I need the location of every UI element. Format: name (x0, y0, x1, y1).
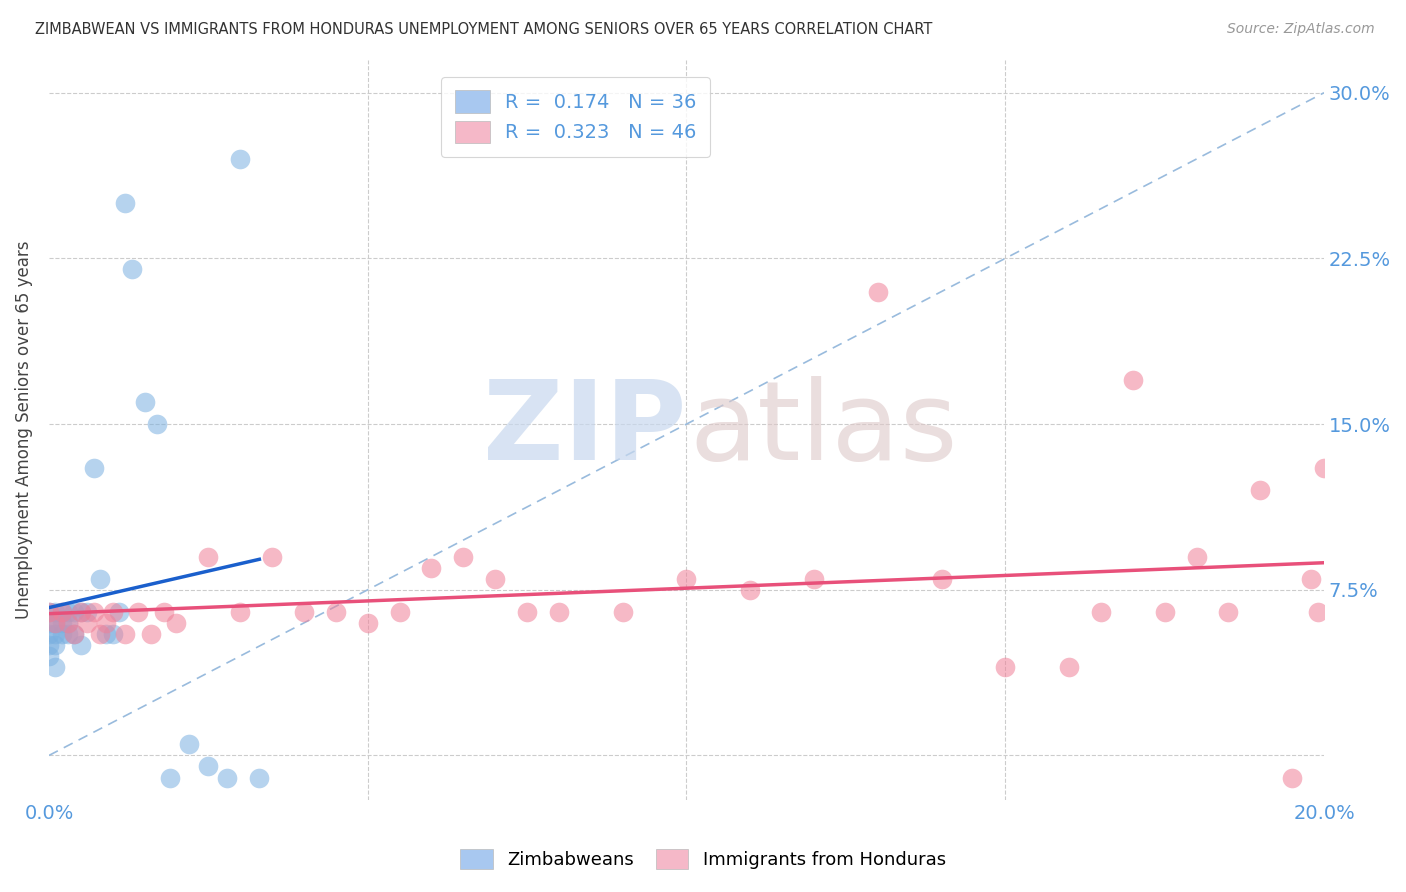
Point (866, 285, 889, 299)
Point (1057, 660, 1080, 674)
Point (803, 572, 825, 586)
Point (159, 771, 181, 785)
Point (51, 605, 73, 619)
Point (388, 605, 411, 619)
Point (1306, 605, 1329, 619)
Point (516, 605, 538, 619)
Point (38, 615, 60, 630)
Point (101, 627, 124, 641)
Point (56, 627, 79, 641)
Point (217, 771, 239, 785)
Point (121, 262, 143, 277)
Text: ZIMBABWEAN VS IMMIGRANTS FROM HONDURAS UNEMPLOYMENT AMONG SENIORS OVER 65 YEARS : ZIMBABWEAN VS IMMIGRANTS FROM HONDURAS U… (35, 22, 932, 37)
Point (96, 627, 118, 641)
Point (76, 605, 98, 619)
Point (44, 615, 66, 630)
Point (134, 395, 156, 409)
Point (51, 627, 73, 641)
Point (247, 771, 270, 785)
Point (83, 605, 105, 619)
Point (83, 461, 105, 475)
Point (70, 638, 93, 652)
Point (89, 627, 111, 641)
Point (357, 615, 380, 630)
Point (179, 738, 201, 752)
Point (51, 615, 73, 630)
Point (56, 615, 79, 630)
Point (63, 605, 86, 619)
Point (229, 605, 252, 619)
Point (152, 605, 174, 619)
Point (108, 605, 131, 619)
Point (76, 615, 98, 630)
Point (1090, 605, 1112, 619)
Point (146, 417, 169, 431)
Point (197, 549, 219, 564)
Point (127, 605, 149, 619)
Point (166, 615, 188, 630)
Point (1301, 572, 1323, 586)
Point (325, 605, 347, 619)
Point (292, 605, 315, 619)
Point (38, 605, 60, 619)
Point (44, 605, 66, 619)
Point (56, 615, 79, 630)
Point (1281, 771, 1303, 785)
Point (453, 549, 475, 564)
Point (229, 152, 252, 166)
Legend: R =  0.174   N = 36, R =  0.323   N = 46: R = 0.174 N = 36, R = 0.323 N = 46 (441, 77, 710, 157)
Text: Source: ZipAtlas.com: Source: ZipAtlas.com (1227, 22, 1375, 37)
Legend: Zimbabweans, Immigrants from Honduras: Zimbabweans, Immigrants from Honduras (451, 839, 955, 879)
Point (1122, 373, 1144, 387)
Point (420, 560, 443, 574)
Point (38, 627, 60, 641)
Point (101, 605, 124, 619)
Point (1218, 605, 1240, 619)
Point (51, 605, 73, 619)
Point (675, 572, 697, 586)
Point (548, 605, 571, 619)
Point (70, 605, 93, 619)
Point (1153, 605, 1175, 619)
Point (70, 605, 93, 619)
Point (1185, 549, 1208, 564)
Point (89, 572, 111, 586)
Point (44, 615, 66, 630)
Y-axis label: Unemployment Among Seniors over 65 years: Unemployment Among Seniors over 65 years (15, 240, 32, 619)
Point (262, 549, 284, 564)
Point (44, 638, 66, 652)
Point (139, 627, 162, 641)
Point (96, 615, 118, 630)
Point (38, 605, 60, 619)
Point (63, 627, 86, 641)
Point (1249, 483, 1271, 498)
Point (931, 572, 953, 586)
Point (114, 196, 136, 211)
Point (197, 759, 219, 773)
Point (994, 660, 1017, 674)
Point (740, 582, 762, 597)
Point (44, 627, 66, 641)
Point (38, 638, 60, 652)
Point (38, 648, 60, 663)
Point (44, 660, 66, 674)
Point (484, 572, 506, 586)
Point (1313, 461, 1336, 475)
Text: ZIP: ZIP (484, 376, 686, 483)
Point (612, 605, 634, 619)
Point (114, 627, 136, 641)
Point (56, 605, 79, 619)
Point (63, 627, 86, 641)
Text: atlas: atlas (689, 376, 957, 483)
